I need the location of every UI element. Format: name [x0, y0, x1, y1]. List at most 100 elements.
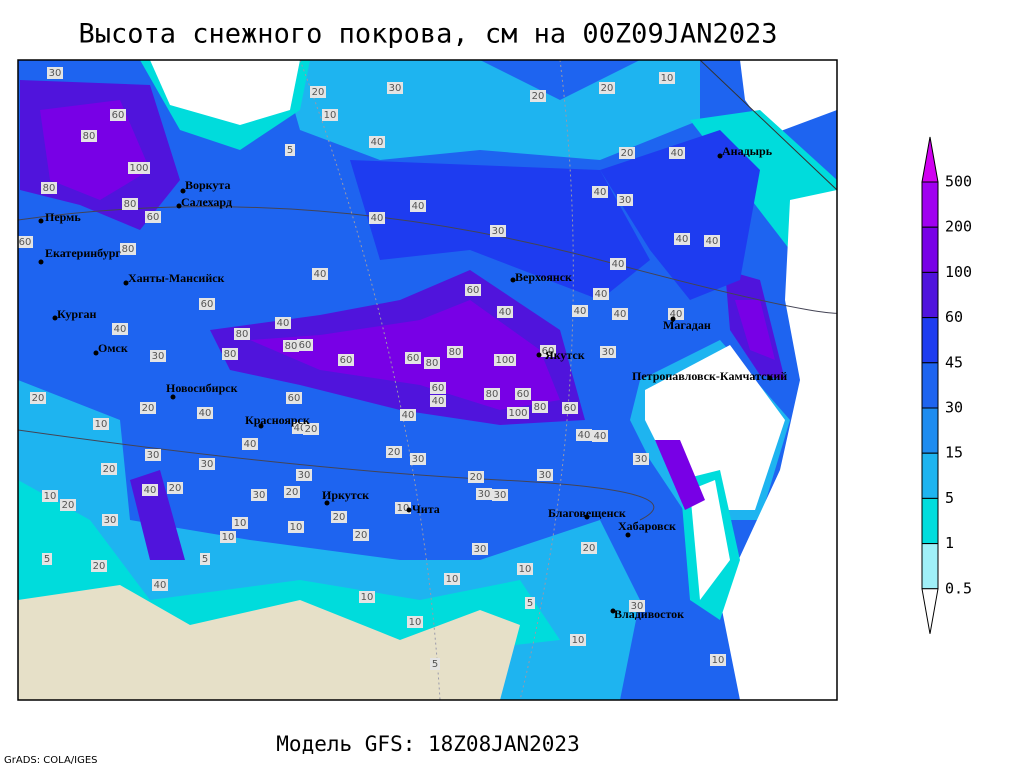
- city-label: Петропавловск-Камчатский: [632, 369, 787, 383]
- contour-label-box: [405, 352, 421, 364]
- contour-label: 10: [290, 522, 303, 533]
- contour-label-box: [150, 350, 166, 362]
- contour-label-box: [369, 212, 385, 224]
- contour-label: 30: [201, 459, 214, 470]
- contour-label-box: [286, 392, 302, 404]
- contour-label: 60: [432, 383, 445, 394]
- contour-label: 20: [621, 148, 634, 159]
- contour-label-box: [353, 529, 369, 541]
- contour-label-box: [284, 486, 300, 498]
- contour-label-box: [617, 194, 633, 206]
- colorbar-segment: [921, 543, 939, 590]
- contour-label-box: [93, 418, 109, 430]
- contour-label: 30: [494, 490, 507, 501]
- map-line: [519, 60, 574, 700]
- contour-label-box: [60, 499, 76, 511]
- contour-label: 60: [564, 403, 577, 414]
- contour-label: 60: [407, 353, 420, 364]
- colorbar-segment: [921, 271, 939, 319]
- contour-label: 10: [361, 592, 374, 603]
- city-label: Салехард: [181, 195, 232, 209]
- contour-label-box: [200, 553, 210, 565]
- contour-label: 10: [712, 655, 725, 666]
- contour-label: 40: [114, 324, 127, 335]
- contour-label-box: [296, 469, 312, 481]
- map: 30 20 30 20 20 10 60 80 100 10 5 40 20 40 80 80 60 40 40 40…: [18, 60, 837, 700]
- contour-label: 5: [432, 659, 438, 670]
- city-dot: [717, 153, 723, 159]
- contour-label: 40: [594, 187, 607, 198]
- map-line: [18, 429, 655, 521]
- city-label: Новосибирск: [166, 381, 238, 395]
- contour-label: 30: [602, 347, 615, 358]
- contour-label: 80: [124, 199, 137, 210]
- contour-label: 40: [371, 137, 384, 148]
- contour-label: 30: [152, 351, 165, 362]
- contour-label-box: [476, 488, 492, 500]
- city-dot: [584, 514, 590, 520]
- contour-label: 20: [305, 424, 318, 435]
- colorbar-label: 100: [945, 263, 972, 281]
- contour-label-box: [152, 579, 168, 591]
- contour-label: 40: [614, 309, 627, 320]
- contour-label: 40: [277, 318, 290, 329]
- city-dot: [123, 280, 129, 286]
- map-region: [150, 60, 300, 125]
- contour-label-box: [592, 186, 608, 198]
- city-dot: [38, 218, 44, 224]
- contour-label-box: [242, 438, 258, 450]
- contour-label-box: [674, 233, 690, 245]
- map-region: [40, 100, 150, 200]
- contour-label-box: [234, 328, 250, 340]
- city-dot: [170, 394, 176, 400]
- contour-label: 40: [612, 259, 625, 270]
- contour-label-box: [410, 453, 426, 465]
- colorbar-label: 60: [945, 308, 963, 326]
- contour-label-box: [424, 357, 440, 369]
- contour-label: 10: [324, 110, 337, 121]
- contour-label: 10: [519, 564, 532, 575]
- contour-label-box: [42, 490, 58, 502]
- contour-label-box: [410, 200, 426, 212]
- contour-label-box: [492, 489, 508, 501]
- city-dot: [38, 259, 44, 265]
- contour-label-box: [312, 268, 328, 280]
- contour-label-box: [251, 489, 267, 501]
- contour-label-box: [484, 388, 500, 400]
- contour-label: 100: [129, 163, 148, 174]
- city-label: Благовещенск: [548, 506, 626, 520]
- map-line: [299, 60, 441, 700]
- contour-label-box: [592, 430, 608, 442]
- contour-label-box: [30, 392, 46, 404]
- contour-label: 40: [154, 580, 167, 591]
- contour-label: 40: [670, 309, 683, 320]
- contour-label: 10: [446, 574, 459, 585]
- city-label: Воркута: [185, 178, 230, 192]
- city-label: Хабаровск: [618, 519, 676, 533]
- contour-label: 20: [532, 91, 545, 102]
- contour-label-box: [447, 346, 463, 358]
- city-dot: [93, 350, 99, 356]
- contour-label: 100: [495, 355, 514, 366]
- contour-label: 30: [104, 515, 117, 526]
- colorbar-label: 500: [945, 173, 972, 191]
- city-dot: [176, 203, 182, 209]
- contour-label: 40: [412, 201, 425, 212]
- contour-label: 20: [142, 403, 155, 414]
- map-region: [18, 585, 520, 700]
- contour-label: 20: [93, 561, 106, 572]
- contour-label-box: [562, 402, 578, 414]
- contour-label: 30: [147, 450, 160, 461]
- contour-label: 60: [517, 389, 530, 400]
- contour-label-box: [468, 471, 484, 483]
- contour-label: 10: [44, 491, 57, 502]
- contour-label-box: [530, 90, 546, 102]
- contour-label: 40: [371, 213, 384, 224]
- contour-label-box: [400, 409, 416, 421]
- contour-label: 80: [486, 389, 499, 400]
- colorbar-segment: [921, 181, 939, 228]
- contour-label: 40: [676, 234, 689, 245]
- contour-label-box: [515, 388, 531, 400]
- contour-label: 80: [534, 402, 547, 413]
